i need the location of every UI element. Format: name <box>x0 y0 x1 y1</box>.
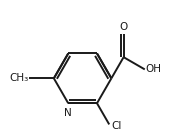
Text: CH₃: CH₃ <box>9 73 28 83</box>
Text: Cl: Cl <box>111 121 121 131</box>
Text: OH: OH <box>146 64 161 74</box>
Text: N: N <box>64 108 72 118</box>
Text: O: O <box>120 22 128 32</box>
